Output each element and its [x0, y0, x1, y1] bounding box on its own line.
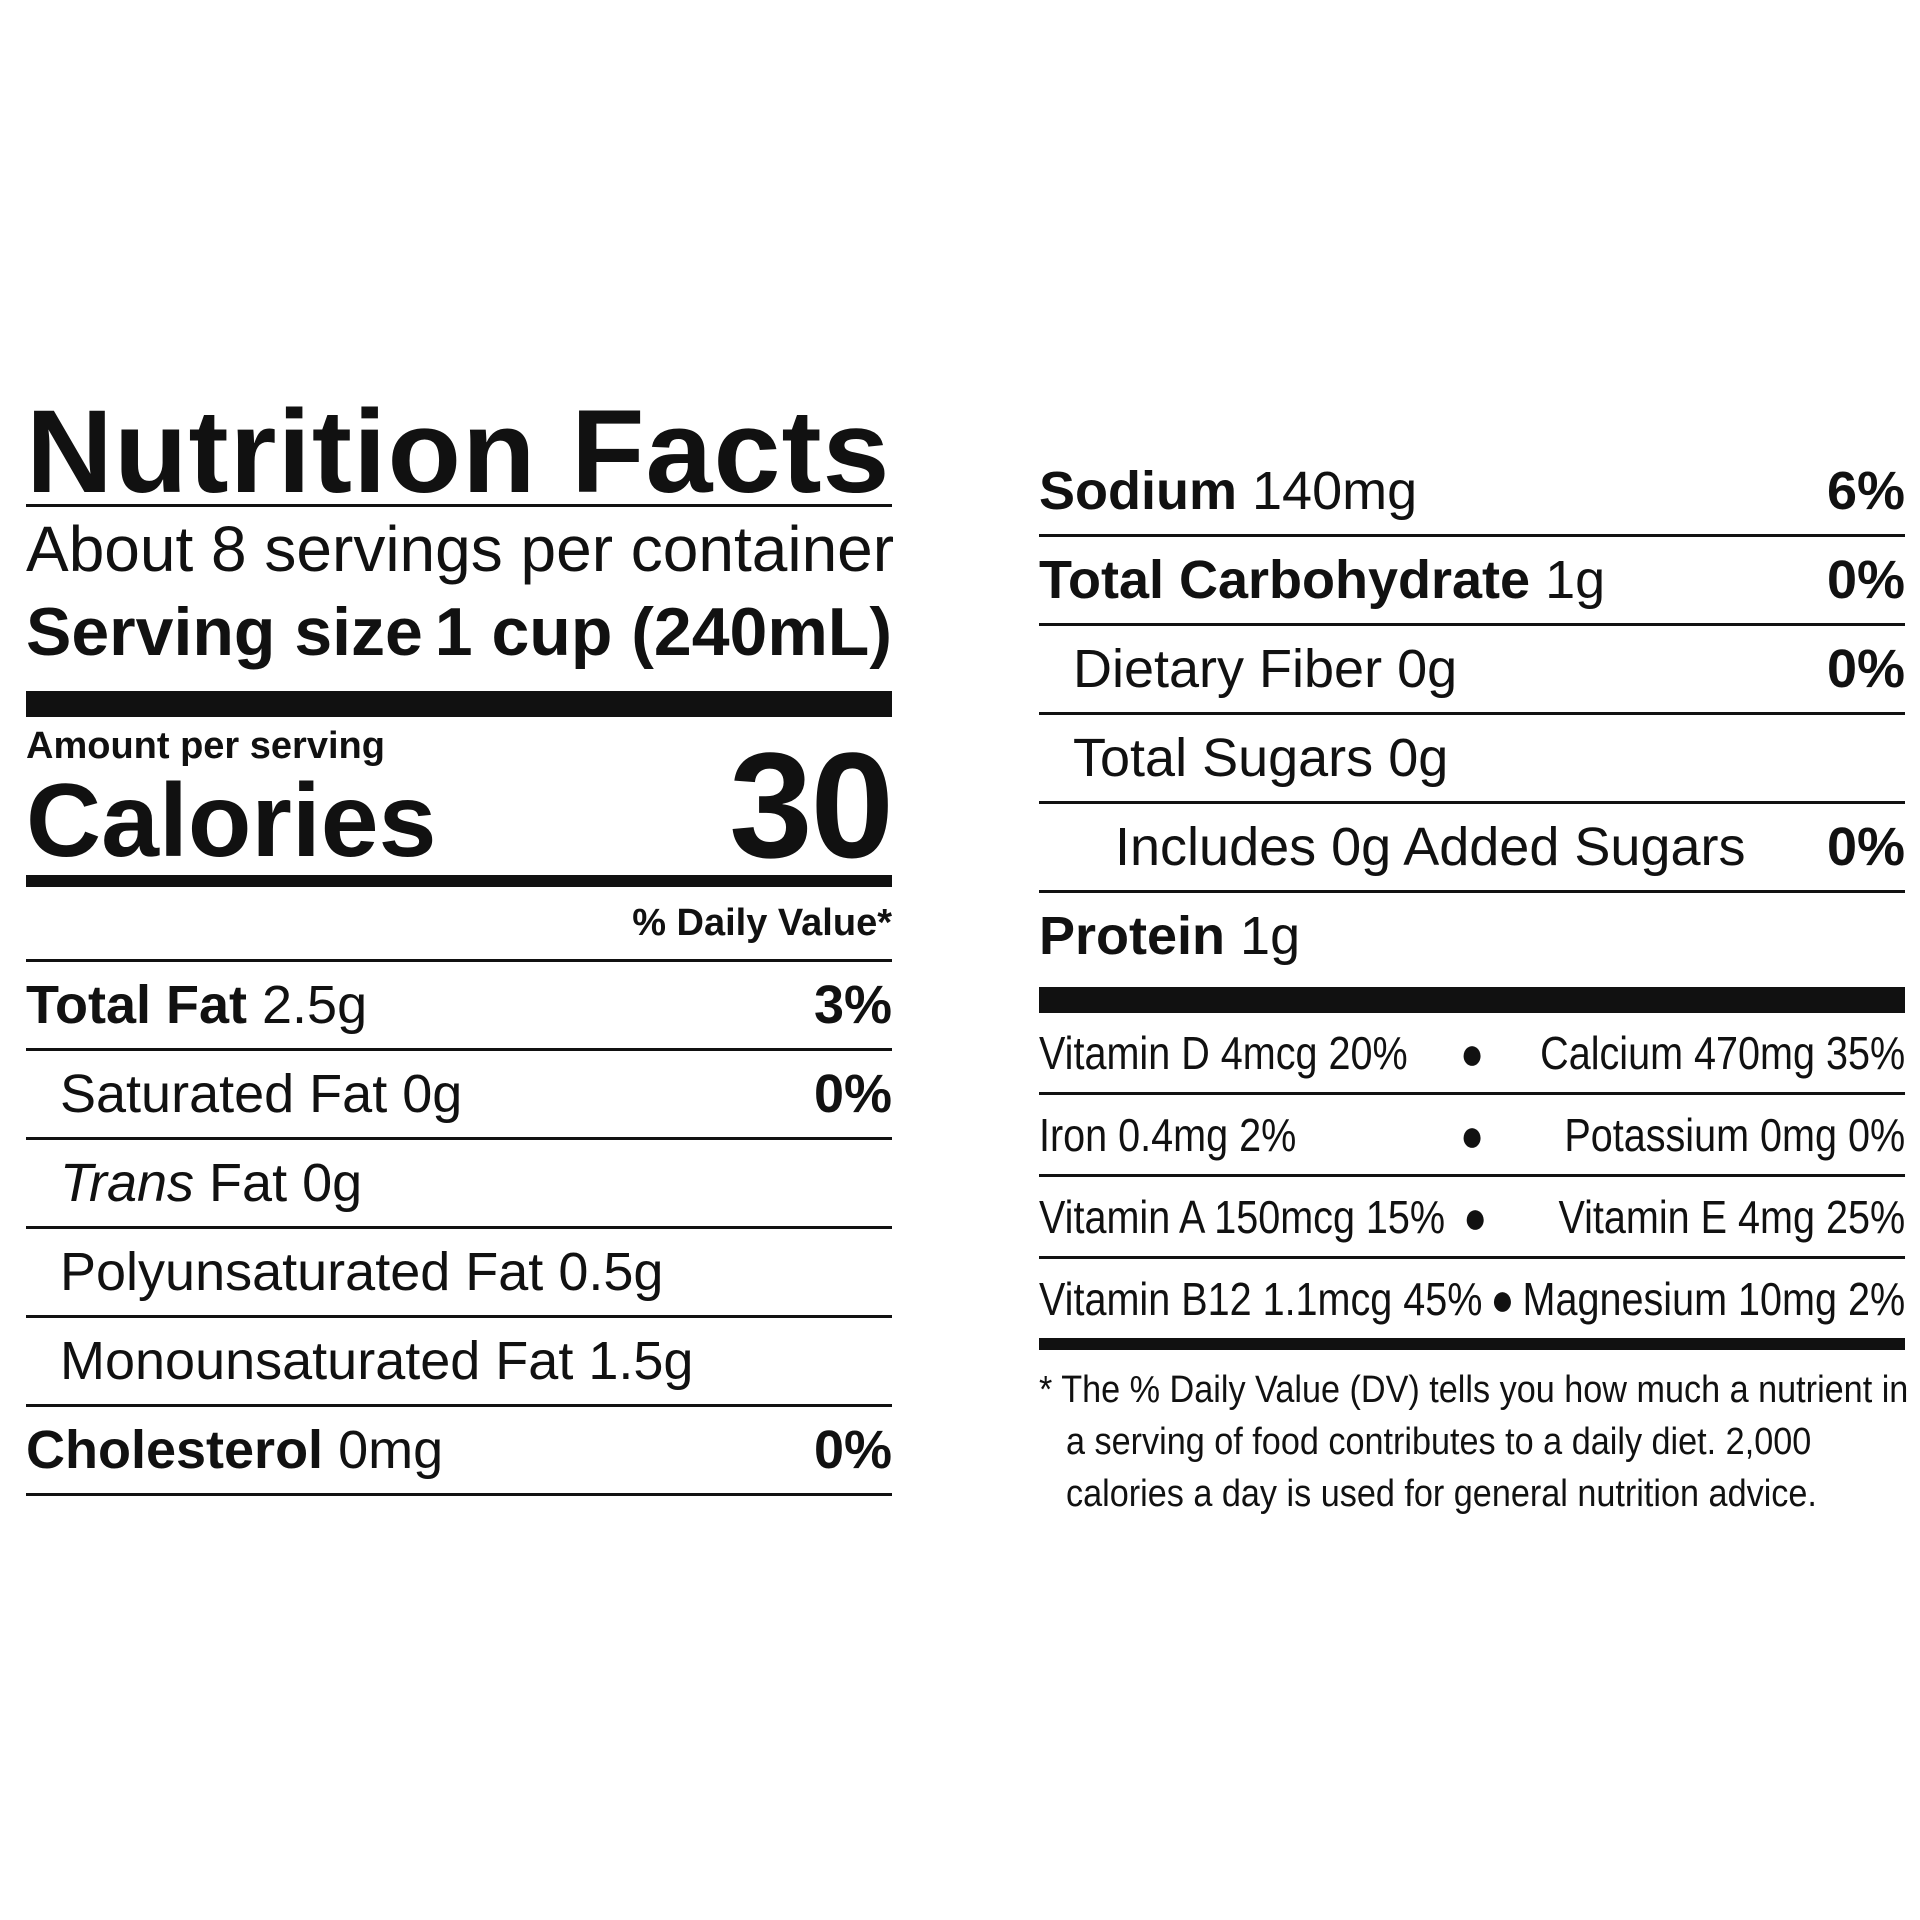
vitamin-row: Vitamin A 150mcg 15% ● Vitamin E 4mg 25%	[1039, 1174, 1906, 1256]
nutrient-amount: 0g	[1397, 639, 1458, 699]
vitamin-left: Vitamin B12 1.1mcg 45%	[1039, 1272, 1483, 1325]
amount-per-serving: Amount per serving	[26, 725, 385, 767]
nutrient-row-polyunsaturated-fat: Polyunsaturated Fat 0.5g	[26, 1226, 892, 1315]
nutrient-row-dietary-fiber: Dietary Fiber 0g 0%	[1039, 623, 1905, 712]
nutrient-amount: 0g	[402, 1064, 463, 1124]
nutrient-label: Cholesterol	[26, 1420, 324, 1480]
label-title: Nutrition Facts	[26, 386, 891, 518]
nutrient-amount: 140mg	[1252, 461, 1418, 521]
medium-divider	[1039, 1338, 1905, 1350]
nutrient-amount: 0g	[302, 1153, 363, 1213]
vitamin-right: Vitamin E 4mg 25%	[1558, 1190, 1906, 1243]
servings-per-container: About 8 servings per container	[26, 513, 895, 585]
nutrient-row-protein: Protein 1g	[1039, 890, 1905, 979]
serving-size-label: Serving size	[26, 594, 423, 670]
nutrient-dv: 0%	[1826, 639, 1905, 699]
bullet-icon: ●	[1463, 1190, 1488, 1243]
thick-divider	[1039, 987, 1905, 1013]
nutrient-label: Includes 0g Added Sugars	[1115, 817, 1746, 877]
nutrient-amount: 0g	[1388, 728, 1449, 788]
nutrient-amount: 0.5g	[558, 1242, 664, 1302]
nutrient-row-monounsaturated-fat: Monounsaturated Fat 1.5g	[26, 1315, 892, 1404]
nutrient-dv: 6%	[1826, 461, 1905, 521]
calories-row: Calories 30	[26, 730, 894, 880]
nutrient-row-total-fat: Total Fat 2.5g 3%	[26, 959, 892, 1048]
calories-label: Calories	[26, 763, 437, 879]
vitamin-left: Vitamin D 4mcg 20%	[1039, 1026, 1408, 1079]
nutrient-label: Protein	[1039, 906, 1226, 966]
nutrient-row-total-sugars: Total Sugars 0g	[1039, 712, 1905, 801]
nutrient-amount: 1.5g	[588, 1331, 694, 1391]
nutrient-label: Polyunsaturated Fat	[60, 1242, 544, 1302]
thick-divider	[26, 691, 892, 717]
nutrient-row-cholesterol: Cholesterol 0mg 0%	[26, 1404, 892, 1496]
vitamins-section: Vitamin D 4mcg 20% ● Calcium 470mg 35% I…	[1039, 1013, 1906, 1338]
nutrient-row-saturated-fat: Saturated Fat 0g 0%	[26, 1048, 892, 1137]
nutrient-amount: 1g	[1545, 550, 1606, 610]
vitamin-left: Vitamin A 150mcg 15%	[1039, 1190, 1446, 1243]
nutrient-dv: 0%	[813, 1420, 892, 1480]
nutrient-label: Total Sugars	[1073, 728, 1374, 788]
nutrient-row-sodium: Sodium 140mg 6%	[1039, 448, 1905, 534]
nutrition-right-column: Sodium 140mg 6% Total Carbohydrate 1g 0%…	[1039, 448, 1908, 1520]
nutrient-amount: 0mg	[338, 1420, 444, 1480]
nutrient-label: Fat	[209, 1153, 288, 1213]
nutrient-label-italic: Trans	[60, 1153, 195, 1213]
bullet-icon: ●	[1460, 1108, 1485, 1161]
nutrient-dv: 0%	[813, 1064, 892, 1124]
nutrient-row-total-carbohydrate: Total Carbohydrate 1g 0%	[1039, 534, 1905, 623]
serving-size-value: 1 cup (240mL)	[434, 594, 892, 670]
bullet-icon: ●	[1490, 1272, 1515, 1325]
vitamin-right: Potassium 0mg 0%	[1564, 1108, 1906, 1161]
nutrient-dv: 3%	[813, 975, 892, 1035]
nutrient-label: Total Carbohydrate	[1039, 550, 1531, 610]
nutrient-label: Saturated Fat	[60, 1064, 388, 1124]
nutrient-dv: 0%	[1826, 550, 1905, 610]
daily-value-header: % Daily Value*	[632, 902, 892, 944]
nutrient-amount: 1g	[1240, 906, 1301, 966]
nutrient-label: Total Fat	[26, 975, 247, 1035]
nutrient-amount: 2.5g	[262, 975, 368, 1035]
vitamin-row: Iron 0.4mg 2% ● Potassium 0mg 0%	[1039, 1092, 1906, 1174]
footnote: * The % Daily Value (DV) tells you how m…	[1039, 1369, 1909, 1515]
nutrient-dv: 0%	[1826, 817, 1905, 877]
nutrient-label: Dietary Fiber	[1073, 639, 1383, 699]
vitamin-row: Vitamin B12 1.1mcg 45% ● Magnesium 10mg …	[1039, 1256, 1906, 1338]
nutrient-row-added-sugars: Includes 0g Added Sugars 0%	[1039, 801, 1905, 890]
bullet-icon: ●	[1460, 1026, 1485, 1079]
medium-divider	[26, 875, 892, 887]
divider	[26, 504, 892, 507]
vitamin-row: Vitamin D 4mcg 20% ● Calcium 470mg 35%	[1039, 1013, 1905, 1092]
nutrient-label: Sodium	[1039, 461, 1237, 521]
nutrient-label: Monounsaturated Fat	[60, 1331, 574, 1391]
calories-value: 30	[729, 721, 894, 889]
nutrition-left-column: Nutrition Facts About 8 servings per con…	[26, 393, 895, 1496]
vitamin-left: Iron 0.4mg 2%	[1039, 1108, 1297, 1161]
serving-size-row: Serving size 1 cup (240mL)	[26, 591, 892, 673]
vitamin-right: Magnesium 10mg 2%	[1522, 1272, 1906, 1325]
nutrient-row-trans-fat: Trans Fat 0g	[26, 1137, 892, 1226]
vitamin-right: Calcium 470mg 35%	[1540, 1026, 1906, 1079]
